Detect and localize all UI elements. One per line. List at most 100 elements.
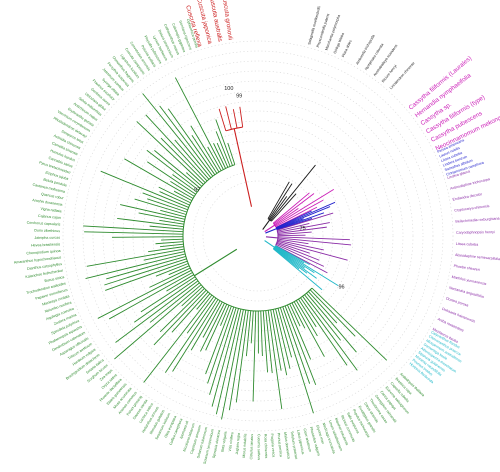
tip-branch <box>295 300 318 337</box>
tip-label: Rosa chinensis <box>263 434 268 459</box>
tip-label: Lindera glauca <box>447 169 471 180</box>
tip-branch <box>268 183 293 220</box>
tip-branch <box>250 310 254 344</box>
guide-ring <box>92 70 424 402</box>
tip-branch <box>304 294 342 341</box>
tip-branch <box>275 210 312 228</box>
tip-branch <box>160 209 186 218</box>
tip-branch <box>277 222 310 232</box>
clade-stem-red <box>233 128 253 207</box>
tip-branch <box>149 282 200 323</box>
tip-label: Betula pendula <box>43 177 67 187</box>
tip-branch <box>142 192 188 211</box>
tip-branch <box>111 236 184 238</box>
tip-branch <box>279 307 314 414</box>
tip-branch <box>291 302 306 329</box>
guide-ring <box>202 180 314 292</box>
tip-branch <box>277 236 350 241</box>
tip-branch <box>275 244 328 274</box>
tip-branch <box>173 190 193 202</box>
tip-branch <box>216 142 229 168</box>
tip-branch <box>171 291 209 333</box>
tip-branch <box>170 181 195 197</box>
tip-branch <box>172 174 198 193</box>
tip-branch <box>215 131 231 167</box>
tip-branch <box>276 218 313 231</box>
tip-branch <box>277 226 327 234</box>
tip-branch <box>275 243 325 267</box>
tip-branch <box>227 142 236 165</box>
tip-label: Machilus yunnanensis <box>451 275 487 286</box>
tip-branch <box>274 246 339 286</box>
tip-branch <box>124 158 194 199</box>
tip-branch <box>277 222 330 233</box>
tip-branch <box>205 305 232 375</box>
tip-branch <box>155 263 189 277</box>
clade-arc-purple <box>275 230 279 246</box>
tip-branch <box>166 274 194 292</box>
tip-label: Cryptocarya chinensis <box>454 204 490 213</box>
tip-branch <box>277 239 324 251</box>
tip-branch <box>275 245 310 266</box>
tip-label: Litsea cubeba <box>456 242 479 247</box>
tip-branch <box>142 93 212 178</box>
tip-label: Trifolium pratense <box>290 431 299 460</box>
tip-branch <box>205 304 228 351</box>
tip-branch <box>274 189 334 226</box>
tip-branch <box>276 241 310 254</box>
tip-branch <box>298 298 317 328</box>
tip-branch <box>181 286 204 307</box>
tip-branch <box>225 106 232 130</box>
tip-label: Hevea brasiliensis <box>31 242 61 247</box>
outgroup-label: Picea abies <box>341 39 353 58</box>
tip-branch <box>269 196 288 221</box>
tip-label: Juglans regia <box>235 433 241 455</box>
tip-branch <box>309 289 356 337</box>
tip-branch <box>190 125 220 173</box>
tip-branch <box>159 219 184 225</box>
tip-branch <box>136 121 204 185</box>
tip-branch <box>273 248 323 291</box>
tip-label: Arachis duranensis <box>32 198 63 207</box>
tip-branch <box>277 231 312 236</box>
tip-branch <box>146 149 199 191</box>
tip-branch <box>311 287 388 361</box>
tip-branch <box>239 106 244 128</box>
tip-branch <box>97 269 192 319</box>
support-value: 97 <box>194 187 200 193</box>
guide-ring <box>62 40 454 432</box>
tip-branch <box>220 305 230 326</box>
tip-branch <box>185 172 203 187</box>
tip-branch <box>270 164 316 221</box>
tip-branch <box>215 308 242 415</box>
tip-branch <box>191 135 218 174</box>
tip-branch <box>174 139 210 180</box>
tip-branch <box>213 143 226 169</box>
tip-branch <box>277 237 352 246</box>
clade-arc-green <box>182 164 313 312</box>
tip-label: Corchorus capsularis <box>27 221 61 227</box>
tip-branch <box>159 105 214 177</box>
tip-branch <box>108 272 193 320</box>
tip-label: Cajanus cajan <box>38 214 61 220</box>
tip-branch <box>155 241 184 245</box>
tip-branch <box>276 212 325 230</box>
tip-branch <box>161 238 184 241</box>
support-value: 100 <box>224 86 233 92</box>
guide-ring <box>122 100 394 372</box>
tip-branch <box>207 146 222 171</box>
tip-label: Citrullus lanatus <box>249 434 254 460</box>
clade-stem-cyan <box>264 240 275 248</box>
tip-label: Vigna radiata <box>40 207 61 214</box>
tip-branch <box>120 204 185 220</box>
tip-branch <box>306 292 357 353</box>
tip-branch <box>260 310 263 357</box>
tip-branch <box>221 309 244 420</box>
guide-ring <box>152 130 364 342</box>
tip-branch <box>275 199 324 227</box>
tip-branch <box>148 246 184 253</box>
tip-label: Beta vulgaris <box>220 431 227 452</box>
tip-branch <box>275 308 291 369</box>
tip-label: Quercus robur <box>41 192 65 200</box>
